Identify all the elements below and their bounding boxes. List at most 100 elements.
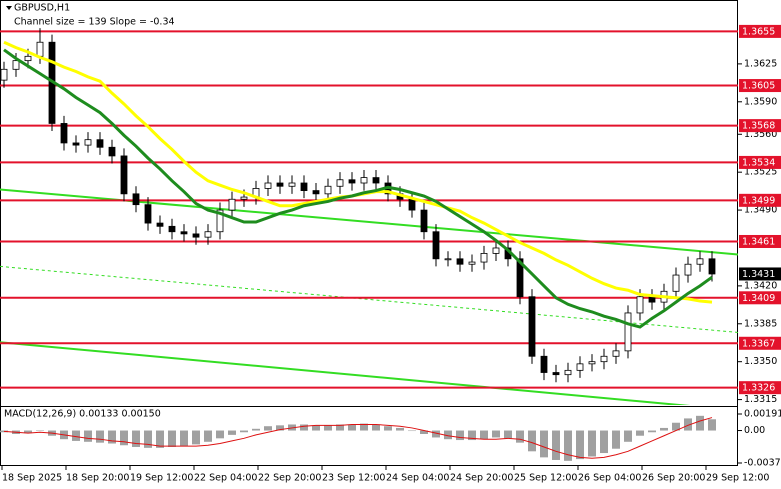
candle-body: [612, 350, 620, 357]
candle-body: [336, 179, 344, 187]
candle-body: [144, 204, 152, 224]
level-label: 1.3499: [742, 195, 775, 206]
candle-body: [300, 182, 308, 191]
candle-body: [120, 155, 128, 195]
x-tick-label: 22 Sep 04:00: [194, 473, 257, 484]
candle-body: [420, 209, 428, 233]
collapse-icon: [6, 6, 12, 10]
candle-body: [516, 258, 524, 298]
candle-body: [228, 198, 236, 211]
candle-body: [132, 193, 140, 206]
candle-body: [108, 146, 116, 157]
candle-body: [492, 247, 500, 254]
level-label-bg: [739, 193, 781, 207]
level-label-bg: [739, 291, 781, 305]
macd-bar: [420, 430, 428, 434]
y-tick-label: 1.3625: [744, 58, 777, 69]
candle-body: [444, 258, 452, 261]
candle-body: [636, 296, 644, 314]
macd-panel: [0, 415, 716, 461]
candle-body: [672, 274, 680, 292]
macd-bar: [408, 430, 416, 432]
axes: 1.3625 1.3590 1.3560 1.3525 1.3490 1.3420 1.33…: [1, 24, 781, 484]
macd-bar: [276, 425, 284, 431]
candle-body: [60, 123, 68, 144]
macd-bar: [480, 430, 488, 440]
macd-bar: [516, 430, 524, 443]
macd-bar: [612, 430, 620, 449]
candle-body: [288, 182, 296, 187]
candle-body: [708, 258, 716, 275]
y-tick-label: 1.3490: [744, 205, 777, 216]
chart-title: GBPUSD,H1: [14, 3, 70, 14]
macd-label: MACD(12,26,9) 0.00133 0.00150: [4, 409, 161, 420]
macd-bar: [492, 430, 500, 438]
macd-bar: [660, 427, 668, 431]
x-tick-label: 26 Sep 20:00: [642, 473, 705, 484]
y-tick-label: 1.3590: [744, 96, 777, 107]
candle-body: [240, 196, 248, 200]
level-label: 1.3409: [742, 293, 775, 304]
candle-body: [468, 261, 476, 265]
macd-bar: [600, 430, 608, 454]
moving-average: [3, 48, 713, 329]
macd-bar: [24, 430, 32, 434]
candle-body: [180, 231, 188, 235]
candle-body: [624, 312, 632, 352]
macd-bar: [252, 428, 260, 431]
macd-bar: [264, 426, 272, 431]
macd-bar: [528, 430, 536, 452]
macd-bar: [708, 419, 716, 431]
x-tick-label: 25 Sep 12:00: [514, 473, 577, 484]
macd-bar: [168, 430, 176, 447]
macd-bar: [324, 425, 332, 431]
macd-bar: [648, 430, 656, 433]
candle-body: [432, 231, 440, 260]
candle-body: [600, 355, 608, 363]
level-label: 1.3568: [742, 121, 775, 132]
macd-bar: [636, 430, 644, 436]
level-label-bg: [739, 119, 781, 133]
candle-body: [72, 142, 80, 146]
macd-bar: [132, 430, 140, 447]
candle-body: [552, 372, 560, 376]
macd-bar: [216, 430, 224, 439]
level-label: 1.3367: [742, 338, 775, 349]
macd-bar: [576, 430, 584, 460]
x-tick-label: 18 Sep 20:00: [66, 473, 129, 484]
macd-bar: [84, 430, 92, 442]
macd-bar: [36, 430, 44, 432]
level-label-bg: [739, 381, 781, 395]
macd-bar: [96, 430, 104, 443]
macd-bar: [456, 430, 464, 441]
candle-body: [696, 258, 704, 265]
macd-bar: [72, 430, 80, 441]
level-label: 1.3605: [742, 81, 775, 92]
macd-bar: [360, 423, 368, 431]
candle-body: [192, 233, 200, 238]
x-tick-label: 19 Sep 12:00: [130, 473, 193, 484]
macd-bar: [672, 422, 680, 431]
macd-bar: [192, 430, 200, 445]
macd-bar: [384, 426, 392, 431]
level-label: 1.3461: [742, 236, 775, 247]
x-tick-label: 26 Sep 04:00: [578, 473, 641, 484]
macd-bar: [372, 424, 380, 431]
candle-body: [360, 177, 368, 184]
macd-bar: [180, 430, 188, 447]
macd-bar: [696, 415, 704, 431]
macd-bar: [564, 430, 572, 461]
candle-body: [156, 222, 164, 227]
macd-bar: [240, 430, 248, 433]
candle-body: [264, 182, 272, 189]
macd-bar: [552, 430, 560, 460]
macd-bar: [204, 430, 212, 442]
level-label-bg: [739, 155, 781, 169]
candle-body: [456, 258, 464, 265]
macd-y-tick-label: 0.00191: [744, 409, 781, 420]
macd-bar: [300, 424, 308, 431]
level-label: 1.3655: [742, 26, 775, 37]
macd-bar: [228, 430, 236, 435]
x-tick-label: 22 Sep 20:00: [258, 473, 321, 484]
